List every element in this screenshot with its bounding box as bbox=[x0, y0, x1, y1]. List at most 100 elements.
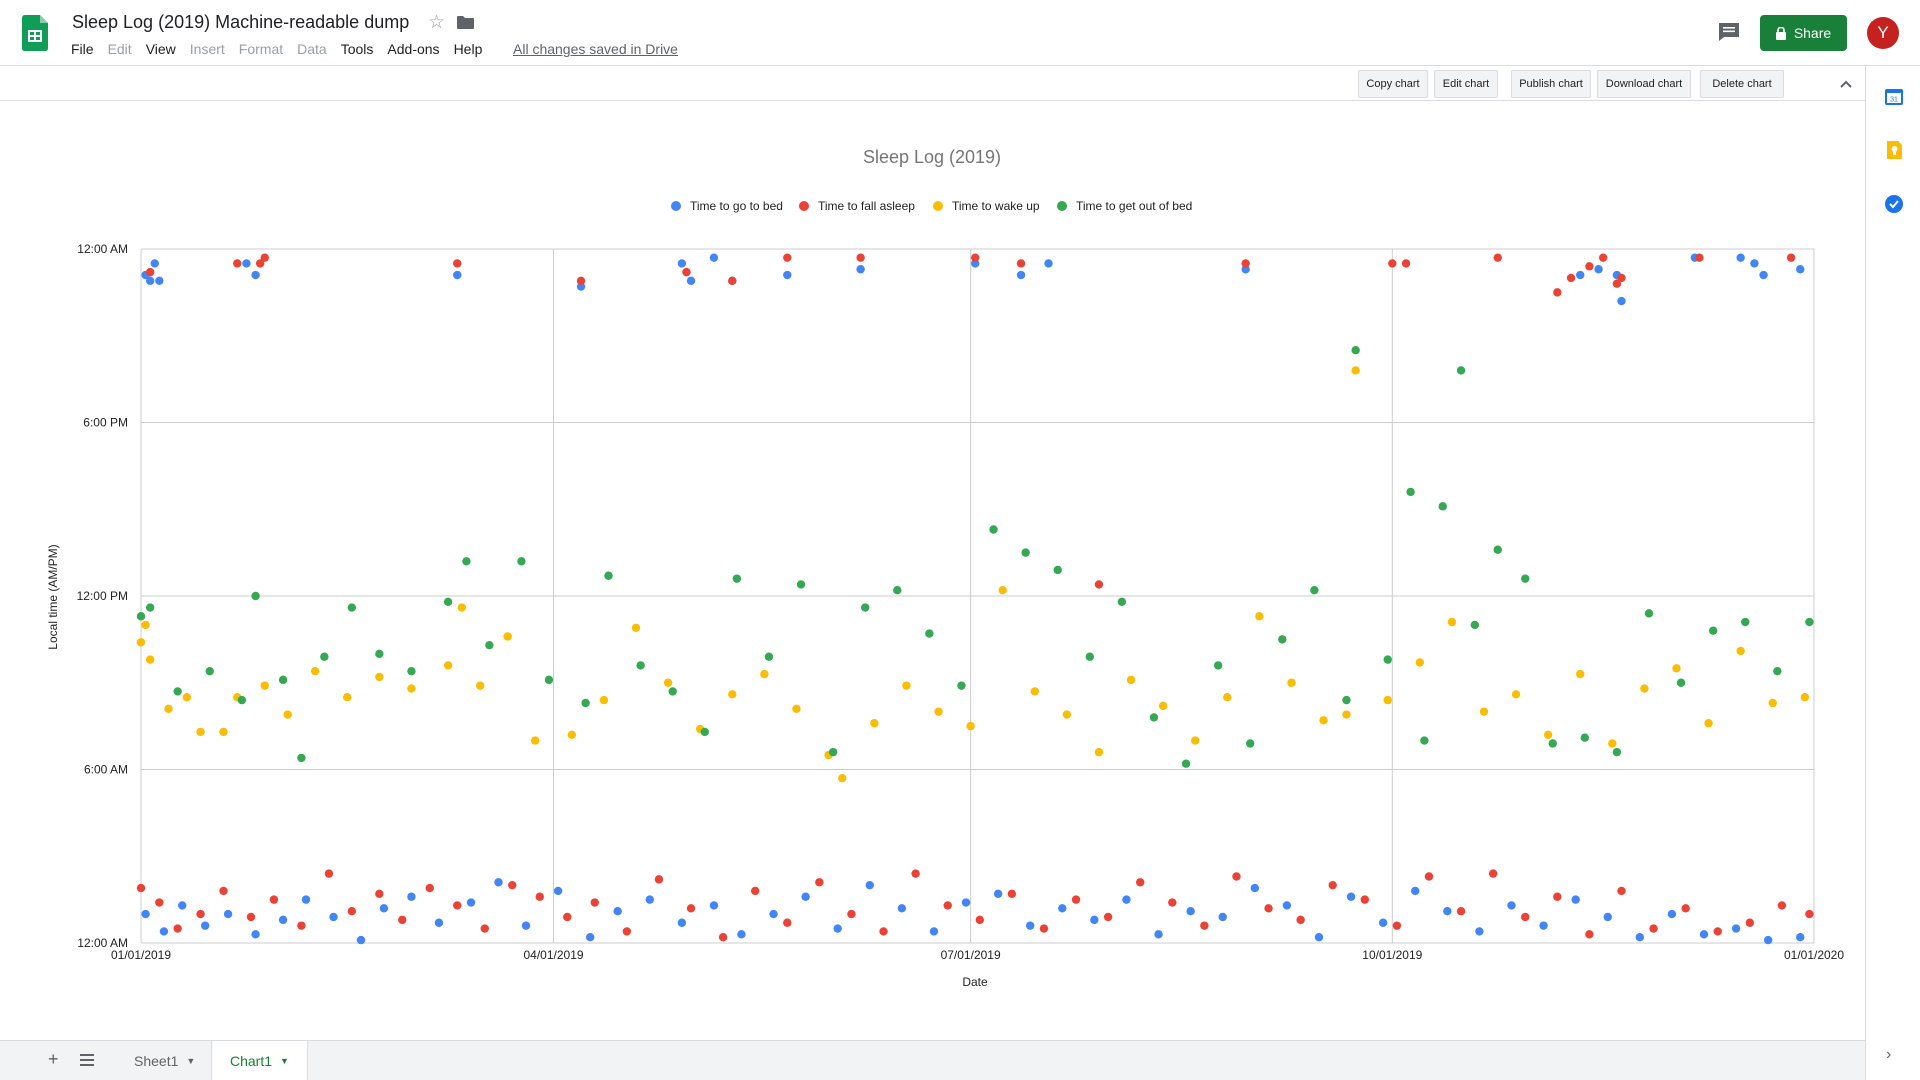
scatter-point bbox=[260, 681, 269, 690]
tab-chart1[interactable]: Chart1 ▼ bbox=[212, 1041, 308, 1080]
menu-add-ons[interactable]: Add-ons bbox=[387, 41, 440, 57]
scatter-point bbox=[1021, 548, 1030, 557]
edit-chart-button[interactable]: Edit chart bbox=[1434, 70, 1498, 98]
scatter-point bbox=[310, 666, 320, 676]
menu-file[interactable]: File bbox=[71, 41, 94, 57]
menu-view[interactable]: View bbox=[145, 41, 176, 57]
scatter-point bbox=[1342, 710, 1351, 719]
comments-icon[interactable] bbox=[1718, 22, 1740, 42]
publish-chart-button[interactable]: Publish chart bbox=[1511, 70, 1591, 98]
scatter-point bbox=[1704, 719, 1713, 728]
document-title[interactable]: Sleep Log (2019) Machine-readable dump bbox=[72, 12, 410, 32]
scatter-point bbox=[1392, 921, 1402, 930]
calendar-icon[interactable]: 31 bbox=[1884, 86, 1904, 106]
scatter-point bbox=[1644, 609, 1654, 618]
app-header: Sleep Log (2019) Machine-readable dump ☆… bbox=[0, 0, 1920, 66]
caret-down-icon[interactable]: ▼ bbox=[186, 1056, 196, 1066]
scatter-point bbox=[1456, 366, 1466, 375]
scatter-point bbox=[278, 915, 288, 925]
download-chart-button[interactable]: Download chart bbox=[1597, 70, 1691, 98]
scatter-point bbox=[1736, 253, 1745, 262]
scatter-point bbox=[466, 898, 476, 907]
menu-format[interactable]: Format bbox=[238, 41, 284, 57]
scatter-point bbox=[1026, 921, 1035, 930]
add-sheet-icon[interactable]: + bbox=[48, 1049, 59, 1069]
scatter-point bbox=[251, 930, 260, 939]
scatter-point bbox=[1617, 273, 1626, 283]
scatter-point bbox=[585, 933, 595, 942]
chevron-right-icon[interactable]: › bbox=[1886, 1046, 1892, 1063]
tasks-icon[interactable] bbox=[1884, 194, 1904, 214]
scatter-point bbox=[251, 270, 260, 280]
scatter-point bbox=[1676, 678, 1686, 687]
folder-icon[interactable] bbox=[457, 16, 474, 29]
scatter-point bbox=[196, 909, 205, 919]
scatter-point bbox=[453, 259, 462, 268]
scatter-point bbox=[847, 909, 856, 919]
scatter-point bbox=[1282, 901, 1292, 910]
side-panel: 31 › bbox=[1865, 66, 1920, 1080]
scatter-point bbox=[347, 603, 357, 612]
scatter-point bbox=[443, 597, 453, 606]
scatter-point bbox=[700, 727, 709, 737]
chart-toolbar: Copy chart Edit chart Publish chart Down… bbox=[0, 66, 1865, 101]
scatter-point bbox=[1232, 872, 1241, 881]
copy-chart-button[interactable]: Copy chart bbox=[1358, 70, 1428, 98]
scatter-point bbox=[1681, 904, 1690, 913]
scatter-point bbox=[1456, 906, 1466, 916]
share-button[interactable]: Share bbox=[1760, 15, 1847, 51]
chart-canvas[interactable]: Sleep Log (2019) Time to go to bed Time to… bbox=[0, 101, 1865, 1040]
scatter-point bbox=[1241, 259, 1250, 268]
scatter-point bbox=[1447, 617, 1457, 627]
scatter-point bbox=[1090, 915, 1099, 925]
scatter-point bbox=[1507, 901, 1516, 910]
menu-data[interactable]: Data bbox=[297, 41, 327, 57]
sheets-logo-icon[interactable] bbox=[22, 15, 48, 51]
menu-edit[interactable]: Edit bbox=[107, 41, 132, 57]
chevron-up-icon[interactable] bbox=[1838, 76, 1854, 92]
scatter-point bbox=[1158, 701, 1168, 711]
scatter-point bbox=[1571, 895, 1580, 904]
scatter-point bbox=[379, 904, 389, 913]
menu-insert[interactable]: Insert bbox=[189, 41, 225, 57]
scatter-point bbox=[870, 719, 879, 728]
scatter-point bbox=[1603, 912, 1612, 922]
scatter-point bbox=[1383, 655, 1392, 664]
scatter-point bbox=[856, 253, 865, 262]
scatter-point bbox=[1007, 889, 1017, 899]
save-status-link[interactable]: All changes saved in Drive bbox=[513, 41, 678, 57]
scatter-point bbox=[668, 687, 677, 696]
scatter-point bbox=[1800, 693, 1810, 702]
menu-tools[interactable]: Tools bbox=[340, 41, 374, 57]
scatter-chart[interactable]: Sleep Log (2019) Time to go to bed Time to… bbox=[0, 101, 1865, 1040]
menu-help[interactable]: Help bbox=[453, 41, 483, 57]
scatter-point bbox=[255, 259, 265, 268]
tab-sheet1[interactable]: Sheet1 ▼ bbox=[116, 1041, 212, 1080]
scatter-point bbox=[233, 259, 242, 268]
scatter-point bbox=[576, 282, 586, 291]
scatter-point bbox=[622, 927, 632, 936]
delete-chart-button[interactable]: Delete chart bbox=[1700, 70, 1784, 98]
scatter-point bbox=[783, 918, 792, 927]
scatter-point bbox=[1094, 747, 1104, 757]
account-avatar[interactable]: Y bbox=[1867, 17, 1899, 49]
scatter-point bbox=[1181, 759, 1191, 768]
caret-down-icon[interactable]: ▼ bbox=[280, 1056, 289, 1066]
scatter-point bbox=[709, 253, 719, 262]
scatter-point bbox=[581, 698, 590, 708]
scatter-point bbox=[494, 878, 503, 887]
keep-icon[interactable] bbox=[1884, 140, 1904, 160]
scatter-point bbox=[1695, 253, 1704, 262]
scatter-point bbox=[517, 557, 526, 566]
all-sheets-menu-icon[interactable] bbox=[80, 1054, 94, 1066]
scatter-point bbox=[1278, 635, 1287, 644]
scatter-point bbox=[1296, 915, 1305, 925]
scatter-point bbox=[1351, 366, 1360, 375]
scatter-point bbox=[709, 901, 719, 910]
scatter-point bbox=[1763, 935, 1773, 945]
scatter-point bbox=[246, 912, 256, 922]
y-axis-label: Local time (AM/PM) bbox=[46, 544, 60, 649]
scatter-point bbox=[1218, 912, 1227, 922]
scatter-point bbox=[1126, 675, 1136, 685]
star-icon[interactable]: ☆ bbox=[428, 12, 446, 33]
